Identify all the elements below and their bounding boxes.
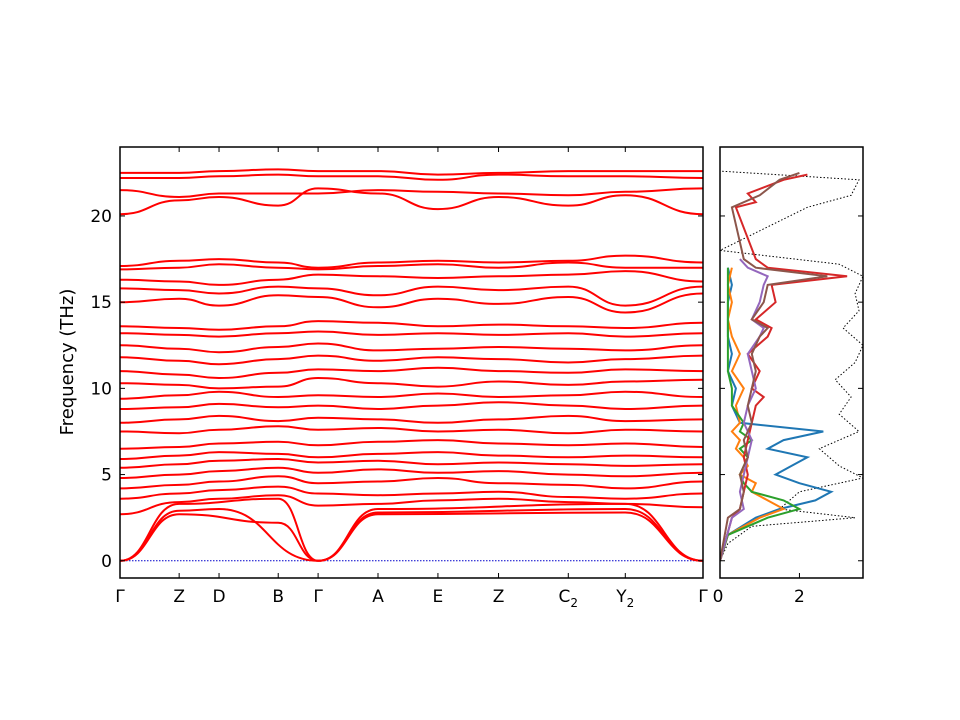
band-band-16 <box>120 366 703 380</box>
band-band-10 <box>120 439 703 450</box>
band-band-6 <box>120 475 703 490</box>
band-band-7 <box>120 466 703 479</box>
y-tick-label: 20 <box>90 207 112 227</box>
y-tick-label: 15 <box>90 293 112 313</box>
band-band-29 <box>120 168 703 176</box>
band-band-18 <box>120 342 703 354</box>
y-tick-label: 10 <box>90 379 112 399</box>
dos-x-tick-label: 0 <box>713 587 724 607</box>
k-point-label: C2 <box>559 587 579 610</box>
band-band-12 <box>120 414 703 424</box>
band-band-20 <box>120 320 703 331</box>
band-band-17 <box>120 354 703 366</box>
band-structure-panel: 0 5 10 15 20 Γ Z D B Γ A E Z C2 Y2 Γ <box>90 146 708 610</box>
band-band-5 <box>120 485 703 500</box>
band-band-13 <box>120 401 703 411</box>
band-band-21 <box>120 292 703 314</box>
band-band-11 <box>120 425 703 435</box>
band-axes-frame <box>119 146 704 579</box>
band-band-25 <box>120 254 703 269</box>
k-point-label: A <box>372 587 384 607</box>
band-band-19 <box>120 330 703 338</box>
k-point-label: Z <box>173 587 185 607</box>
k-point-label: Γ <box>313 587 323 607</box>
band-band-24 <box>120 261 703 271</box>
k-point-label: B <box>272 587 284 607</box>
band-band-4 <box>120 494 703 516</box>
dos-partial-line <box>720 267 787 562</box>
k-point-label: Γ <box>115 587 125 607</box>
k-point-label: E <box>433 587 444 607</box>
y-tick-label: 5 <box>101 466 112 486</box>
y-axis-label: Frequency (THz) <box>57 289 78 436</box>
band-band-8 <box>120 457 703 469</box>
band-band-14 <box>120 390 703 400</box>
k-point-label: Z <box>493 587 505 607</box>
band-band-28 <box>120 173 703 181</box>
dos-lines <box>720 170 863 562</box>
k-point-label: Y2 <box>615 587 634 610</box>
band-band-26 <box>120 187 703 216</box>
band-band-27 <box>120 187 703 199</box>
band-band-23 <box>120 270 703 286</box>
band-band-9 <box>120 451 703 460</box>
dos-axes-frame <box>719 146 864 579</box>
k-point-label: Γ <box>698 587 708 607</box>
band-lines <box>120 168 703 562</box>
y-tick-label: 0 <box>101 552 112 572</box>
band-band-15 <box>120 376 703 390</box>
k-point-label: D <box>212 587 225 607</box>
dos-partial-line <box>720 171 828 561</box>
band-band-22 <box>120 285 703 307</box>
dos-x-tick-label: 2 <box>794 587 805 607</box>
dos-partial-line <box>720 173 848 562</box>
